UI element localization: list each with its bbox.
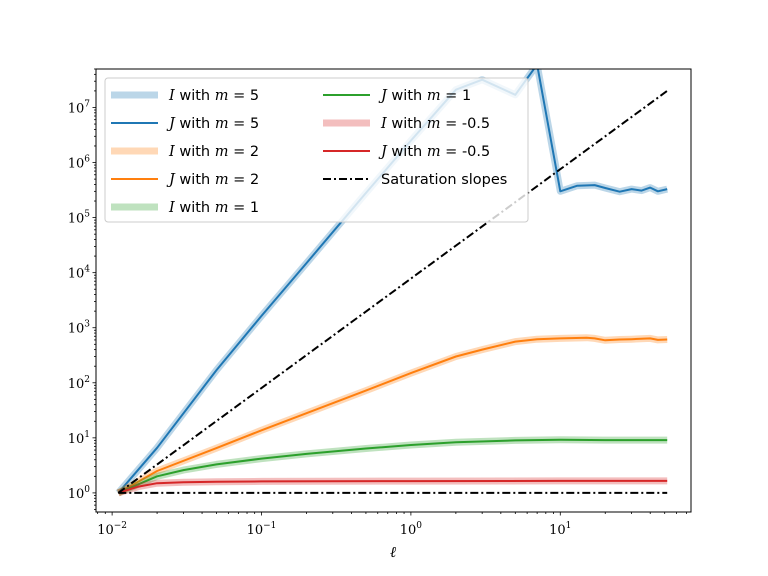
axes-layer — [95, 68, 692, 513]
legend-label-part: m — [215, 116, 229, 132]
legend-label-part: = — [229, 116, 250, 132]
legend-label-part: -0.5 — [462, 144, 490, 160]
legend: I with m = 5J with m = 5I with m = 2J wi… — [104, 77, 529, 223]
series-line-8 — [117, 90, 668, 494]
legend-label-part: -0.5 — [462, 116, 490, 132]
y-tick-label: 106 — [68, 155, 91, 172]
y-tick-label-base: 10 — [68, 377, 85, 392]
y-tick-label-base: 10 — [68, 267, 85, 282]
y-tick-label-exp: 6 — [84, 155, 90, 165]
legend-label-1: J with m = 5 — [166, 116, 259, 132]
legend-label-part: m — [215, 172, 229, 188]
legend-label-0: I with m = 5 — [168, 88, 259, 104]
x-axis-label: ℓ — [390, 543, 396, 561]
legend-label-part: m — [215, 144, 229, 160]
y-tick-label-exp: 7 — [84, 99, 90, 109]
legend-label-part: 2 — [250, 144, 259, 160]
x-tick-label-base: 10 — [549, 523, 566, 538]
legend-label-part: J — [378, 144, 388, 160]
legend-label-2: I with m = 2 — [168, 144, 259, 160]
y-tick-label-base: 10 — [68, 101, 85, 116]
legend-label-part: m — [215, 88, 229, 104]
legend-label-part: with — [175, 88, 215, 104]
legend-label-part: J — [378, 88, 388, 104]
y-tick-label: 102 — [68, 375, 90, 392]
series-layer — [115, 69, 669, 497]
x-tick-label-base: 10 — [97, 523, 114, 538]
x-tick-label-base: 10 — [247, 523, 264, 538]
legend-label-part: 1 — [462, 88, 471, 104]
x-tick-label: 101 — [549, 521, 571, 538]
series-line-7 — [118, 479, 668, 494]
legend-label-part: I — [168, 200, 175, 216]
legend-label-part: = — [228, 144, 249, 160]
legend-label-3: J with m = 2 — [166, 172, 259, 188]
legend-label-6: I with m = -0.5 — [380, 116, 490, 132]
x-tick-label-exp: 1 — [566, 521, 572, 531]
legend-label-part: = — [229, 172, 250, 188]
y-tick-label-exp: 2 — [84, 375, 90, 385]
y-tick-label-base: 10 — [68, 487, 85, 502]
series-line-1 — [117, 69, 668, 494]
legend-label-part: with — [175, 172, 215, 188]
legend-label-part: 2 — [250, 172, 259, 188]
y-tick-label-exp: 4 — [84, 265, 90, 275]
legend-label-part: 5 — [250, 88, 259, 104]
legend-label-part: with — [175, 200, 215, 216]
y-tick-label: 104 — [68, 265, 91, 282]
x-ticks: 10−2 10−1 100 101 — [97, 512, 687, 538]
legend-label-part: = — [441, 88, 462, 104]
y-tick-label: 107 — [68, 99, 91, 116]
legend-box — [104, 77, 529, 223]
legend-label-part: = — [228, 200, 249, 216]
y-tick-label-exp: 3 — [84, 320, 90, 330]
legend-label-part: m — [427, 116, 441, 132]
legend-label-part: m — [427, 144, 441, 160]
legend-label-8: Saturation slopes — [381, 172, 507, 188]
legend-label-part: I — [168, 88, 175, 104]
y-tick-label-exp: 0 — [84, 485, 90, 495]
legend-label-part: with — [387, 144, 427, 160]
legend-label-part: J — [166, 116, 176, 132]
legend-label-4: I with m = 1 — [168, 200, 259, 216]
x-tick-label: 10−2 — [97, 521, 127, 538]
y-tick-label-base: 10 — [68, 432, 85, 447]
x-tick-label-exp: −1 — [263, 521, 276, 531]
legend-label-7: J with m = -0.5 — [378, 144, 490, 160]
x-tick-label: 100 — [400, 521, 423, 538]
legend-label-part: = — [440, 116, 461, 132]
legend-label-part: = — [228, 88, 249, 104]
legend-label-part: 1 — [250, 200, 259, 216]
x-tick-label-exp: −2 — [114, 521, 127, 531]
y-tick-label-base: 10 — [68, 157, 85, 172]
x-tick-label: 10−1 — [247, 521, 277, 538]
y-tick-label: 103 — [68, 320, 91, 337]
y-tick-label: 101 — [68, 430, 90, 447]
series-line-5 — [117, 438, 668, 494]
legend-label-part: I — [168, 144, 175, 160]
legend-label-part: 5 — [250, 116, 259, 132]
plot-frame — [95, 68, 692, 513]
series-line-3 — [117, 336, 668, 494]
y-tick-label: 100 — [68, 485, 91, 502]
y-tick-label-base: 10 — [68, 212, 85, 227]
legend-label-part: = — [441, 144, 462, 160]
y-tick-label: 105 — [68, 210, 91, 227]
legend-label-part: J — [166, 172, 176, 188]
legend-label-part: m — [215, 200, 229, 216]
legend-label-part: I — [380, 116, 387, 132]
x-tick-label-base: 10 — [400, 523, 417, 538]
legend-label-part: with — [175, 116, 215, 132]
y-tick-label-exp: 1 — [84, 430, 90, 440]
legend-label-5: J with m = 1 — [378, 88, 471, 104]
legend-label-part: with — [387, 88, 427, 104]
legend-label-part: with — [175, 144, 215, 160]
y-tick-label-exp: 5 — [84, 210, 90, 220]
legend-label-part: with — [387, 116, 427, 132]
x-tick-label-exp: 0 — [416, 521, 422, 531]
y-tick-label-base: 10 — [68, 322, 85, 337]
legend-label-part: m — [427, 88, 441, 104]
